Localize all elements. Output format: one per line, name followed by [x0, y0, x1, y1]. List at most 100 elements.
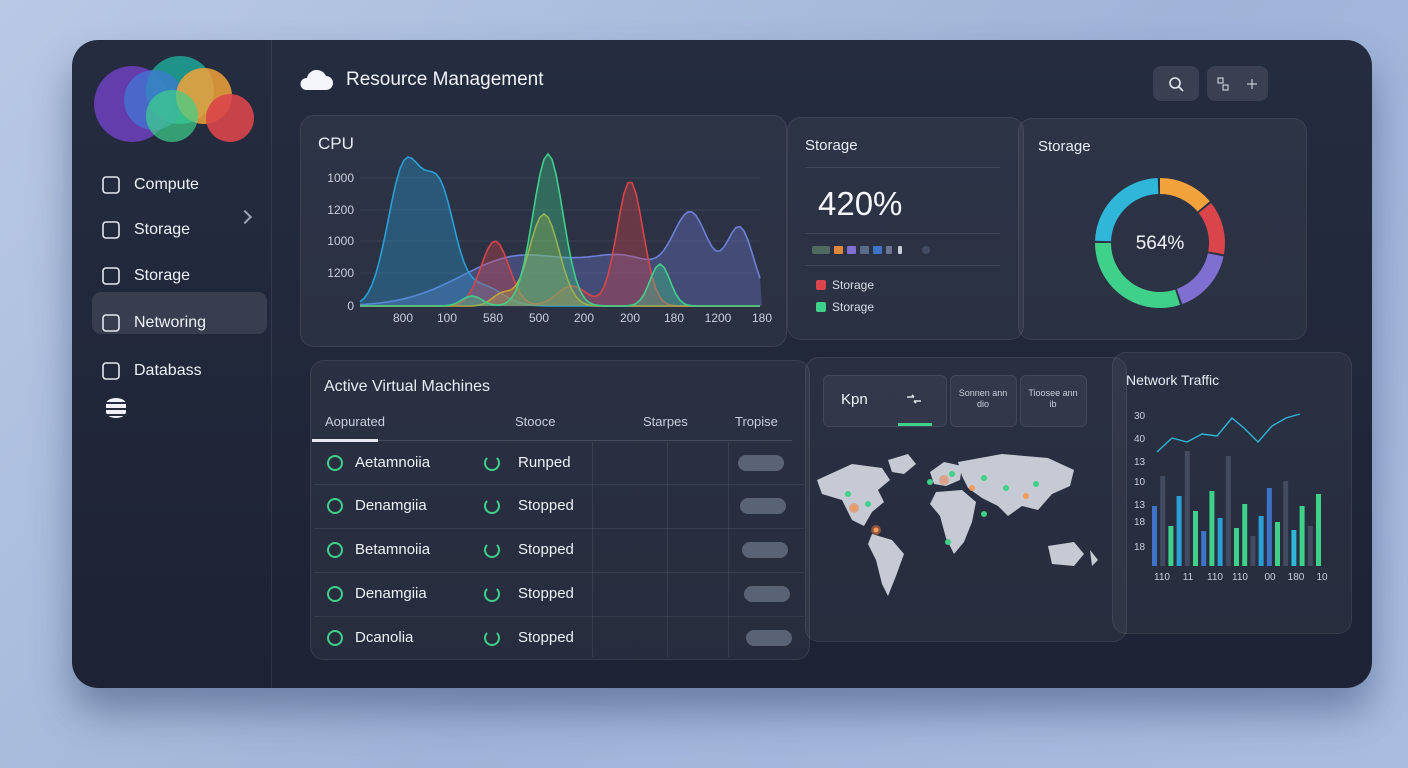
traffic-bar	[1250, 536, 1256, 566]
column-divider	[667, 442, 668, 657]
cpu-card	[300, 115, 787, 347]
status-icon	[484, 630, 500, 646]
toggle[interactable]	[746, 630, 792, 646]
toggle[interactable]	[740, 498, 786, 514]
status-icon	[484, 586, 500, 602]
x-tick-label: 110	[1207, 572, 1223, 583]
search-button[interactable]	[1153, 66, 1199, 101]
logo	[94, 56, 254, 142]
traffic-bar	[1217, 518, 1223, 566]
column-header: Tropise	[735, 414, 778, 429]
column-header: Aopurated	[325, 414, 385, 429]
divider	[805, 167, 1000, 168]
status-dot	[327, 630, 343, 646]
nav-label: Storage	[134, 267, 191, 284]
y-tick-label: 1000	[327, 171, 354, 185]
donut-segment	[1176, 252, 1224, 305]
status-icon	[484, 542, 500, 558]
cpu-area	[360, 154, 762, 306]
vm-status: Stopped	[518, 629, 574, 646]
donut-segment	[1095, 178, 1159, 242]
toggle[interactable]	[738, 455, 784, 471]
vm-table-card	[310, 360, 810, 660]
map-tab[interactable]	[823, 375, 947, 427]
search-icon	[1169, 77, 1184, 92]
nav-item[interactable]: Storage	[96, 217, 261, 247]
legend-label: Storage	[832, 278, 875, 292]
nav-icon	[102, 267, 120, 285]
traffic-bar	[1283, 481, 1289, 566]
y-tick-label: 18	[1134, 517, 1146, 528]
vm-name: Denamgiia	[355, 585, 427, 602]
nav-item[interactable]: Compute	[96, 172, 261, 202]
donut-segment	[1095, 242, 1181, 308]
nav-label: Databass	[134, 362, 202, 379]
x-tick-label: 580	[483, 311, 503, 325]
network-chart: 30 40 13 10 13 18 18 110 11 110 110 00 180 10	[1134, 411, 1328, 583]
traffic-bar	[1234, 528, 1239, 566]
vm-status: Stopped	[518, 497, 574, 514]
nav-item[interactable]: Databass	[96, 358, 261, 388]
x-tick-label: 100	[437, 311, 457, 325]
x-tick-label: 500	[529, 311, 549, 325]
y-tick-label: 1200	[327, 203, 354, 217]
traffic-bar	[1209, 491, 1215, 566]
y-tick-label: 30	[1134, 411, 1146, 422]
traffic-bar	[1307, 526, 1313, 566]
nav-icon	[106, 398, 126, 418]
nav-label: Storage	[134, 221, 191, 238]
traffic-bar	[1152, 506, 1157, 566]
y-tick-label: 1000	[327, 234, 354, 248]
traffic-bar	[1176, 496, 1182, 566]
column-header: Stooce	[515, 414, 556, 429]
map-tab-label: Tioosee ann ib	[1028, 388, 1078, 409]
map-tab-label: Kpn	[841, 391, 868, 408]
vm-status: Runped	[518, 454, 571, 471]
y-tick-label: 13	[1134, 457, 1146, 468]
map-tab[interactable]	[950, 375, 1017, 427]
traffic-bar	[1299, 506, 1305, 566]
nav-item[interactable]: Networing	[96, 310, 261, 340]
row-divider	[314, 528, 804, 529]
x-tick-label: 180	[664, 311, 684, 325]
vm-name: Denamgiia	[355, 497, 427, 514]
x-tick-label: 200	[574, 311, 594, 325]
column-header: Starpes	[643, 414, 688, 429]
nav-item[interactable]: Storage	[96, 263, 261, 293]
cpu-line	[359, 210, 761, 306]
toggle[interactable]	[742, 542, 788, 558]
nav-icon	[102, 221, 120, 239]
x-tick-label: 11	[1183, 572, 1194, 583]
x-tick-label: 110	[1232, 572, 1248, 583]
map-tab[interactable]	[1020, 375, 1087, 427]
x-tick-label: 1200	[705, 311, 732, 325]
status-icon	[484, 455, 500, 471]
y-tick-label: 1200	[327, 266, 354, 280]
nav-icon	[102, 176, 120, 194]
traffic-bar	[1275, 522, 1280, 566]
row-divider	[314, 484, 804, 485]
x-tick-label: 180	[752, 311, 772, 325]
traffic-bar	[1291, 530, 1297, 566]
x-tick-label: 800	[393, 311, 413, 325]
cpu-chart: 1000 1200 1000 1200 0 800 100 580 500 200 200 180 12…	[327, 152, 772, 325]
cpu-area	[360, 157, 762, 306]
y-tick-label: 0	[347, 299, 354, 313]
traffic-bar	[1193, 511, 1198, 566]
sidebar-divider	[271, 40, 272, 688]
traffic-bar	[1184, 451, 1190, 566]
sort-indicator	[312, 439, 378, 442]
y-tick-label: 10	[1134, 477, 1146, 488]
color-swatches	[812, 246, 930, 254]
toggle[interactable]	[744, 586, 790, 602]
storage-stat-title: Storage	[805, 137, 858, 154]
x-tick-label: 110	[1154, 572, 1170, 583]
vm-status: Stopped	[518, 541, 574, 558]
legend-swatch	[816, 280, 826, 290]
traffic-bar	[1258, 516, 1264, 566]
x-tick-label: 10	[1316, 572, 1328, 583]
legend-label: Storage	[832, 300, 875, 314]
settings-icons	[1217, 77, 1257, 91]
settings-buttons[interactable]	[1207, 66, 1268, 101]
